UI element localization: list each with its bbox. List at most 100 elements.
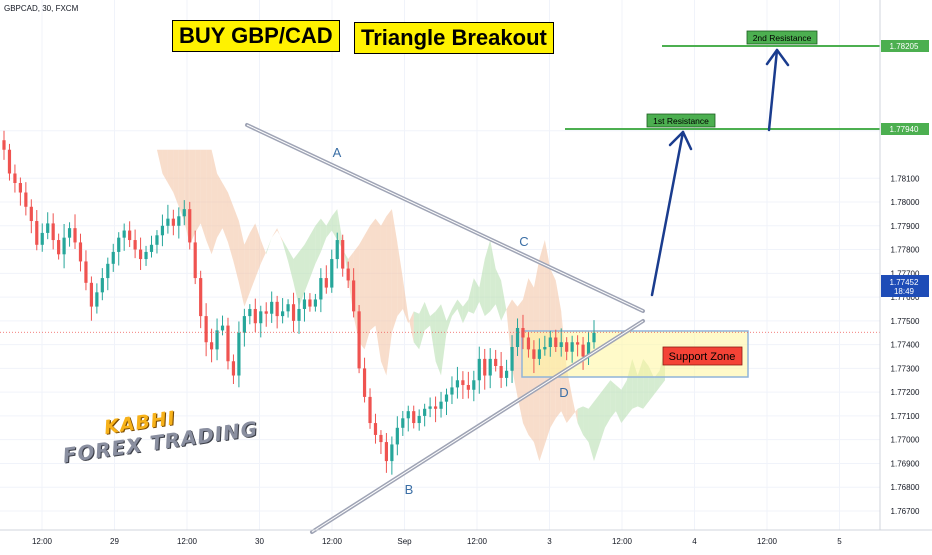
cloud-segment <box>331 209 338 241</box>
cloud-segment <box>206 149 212 255</box>
candle-body <box>379 434 383 443</box>
price-tick: 1.77700 <box>891 269 920 278</box>
candle-body <box>226 325 230 362</box>
time-tick: 30 <box>255 537 264 546</box>
cloud-segment <box>413 311 420 350</box>
cloud-segment <box>227 192 234 262</box>
cloud-segment <box>260 240 267 264</box>
price-tick: 1.77000 <box>891 436 920 445</box>
cloud-segment <box>408 311 414 343</box>
candle-body <box>428 406 432 409</box>
candle-body <box>171 218 175 226</box>
cloud-segment <box>167 149 174 193</box>
candle-body <box>313 299 317 307</box>
resistance-2-price: 1.78205 <box>890 42 919 51</box>
time-tick: Sep <box>397 537 412 546</box>
candle-body <box>46 223 50 233</box>
time-tick: 12:00 <box>177 537 198 546</box>
arrow-to-resistance-2 <box>767 48 779 132</box>
candle-body <box>570 342 574 352</box>
cloud-segment <box>211 149 218 255</box>
candle-body <box>144 251 148 260</box>
cloud-segment <box>610 380 616 419</box>
cloud-segment <box>501 280 507 321</box>
candle-body <box>253 308 257 324</box>
cloud-segment <box>178 149 185 222</box>
time-tick: 12:00 <box>32 537 53 546</box>
bar-countdown: 18:49 <box>894 287 915 296</box>
price-tick: 1.77600 <box>891 293 920 302</box>
cloud-segment <box>435 304 442 376</box>
buy-title: BUY GBP/CAD <box>172 20 340 52</box>
candle-body <box>433 406 438 409</box>
candle-body <box>188 209 192 243</box>
candle-body <box>395 427 399 445</box>
cloud-segment <box>604 380 611 428</box>
cloud-segment <box>200 149 207 241</box>
cloud-segment <box>364 225 371 350</box>
time-tick: 12:00 <box>612 537 633 546</box>
cloud-segment <box>566 368 573 424</box>
triangle-upper-trendline-inner <box>246 124 644 312</box>
cloud-segment <box>156 149 163 174</box>
candlesticks <box>2 130 596 475</box>
candle-body <box>417 415 421 424</box>
candle-body <box>450 387 454 395</box>
candle-body <box>510 346 514 371</box>
price-tick: 1.77300 <box>891 364 920 373</box>
cloud-segment <box>386 209 392 376</box>
candle-body <box>548 337 552 347</box>
cloud-segment <box>599 387 605 445</box>
time-tick: 4 <box>692 537 697 546</box>
symbol-info: GBPCAD, 30, FXCM <box>4 4 79 13</box>
candle-body <box>559 342 563 347</box>
point-b-label: B <box>405 482 414 497</box>
resistance-1-label: 1st Resistance <box>653 116 709 126</box>
candle-body <box>160 225 165 236</box>
candle-body <box>73 228 77 243</box>
price-axis[interactable]: 1.783001.781001.780001.779001.778001.777… <box>891 127 920 516</box>
candle-body <box>40 232 44 245</box>
cloud-segment <box>162 149 168 184</box>
candle-body <box>138 249 143 260</box>
cloud-segment <box>441 304 447 376</box>
cloud-segment <box>266 237 272 255</box>
price-tick: 1.77900 <box>891 222 920 231</box>
cloud-segment <box>244 232 250 307</box>
candle-body <box>286 304 290 312</box>
candle-body <box>461 380 465 386</box>
candle-body <box>483 358 487 376</box>
candle-body <box>477 358 481 381</box>
time-axis[interactable]: 12:00 29 12:00 30 12:00 Sep 12:00 3 12:00 4 12:00 5 <box>32 537 842 546</box>
candle-body <box>357 311 361 369</box>
candle-body <box>2 140 6 150</box>
point-d-label: D <box>559 385 568 400</box>
candle-body <box>122 230 126 238</box>
cloud-segment <box>430 311 436 362</box>
cloud-segment <box>402 278 409 324</box>
triangle-lower-trendline-inner <box>311 320 644 533</box>
candle-body <box>35 221 39 245</box>
candle-body <box>384 442 389 462</box>
resistance-1-label-box <box>646 113 716 128</box>
candle-body <box>324 278 328 288</box>
candle-body <box>373 423 378 435</box>
candle-body <box>237 332 241 376</box>
candle-body <box>13 173 17 184</box>
candle-body <box>494 358 498 367</box>
candle-body <box>155 235 159 245</box>
cloud-segment <box>326 216 332 238</box>
resistance-2-label: 2nd Resistance <box>753 33 812 43</box>
candle-body <box>319 278 323 300</box>
candle-body <box>24 192 28 207</box>
time-tick: 12:00 <box>467 537 488 546</box>
candle-body <box>209 342 214 350</box>
candle-body <box>390 444 394 462</box>
cloud-segment <box>451 299 458 317</box>
point-a-label: A <box>333 145 342 160</box>
candle-body <box>335 240 339 260</box>
candle-body <box>330 259 334 288</box>
candle-body <box>499 366 503 378</box>
candle-body <box>215 330 219 350</box>
